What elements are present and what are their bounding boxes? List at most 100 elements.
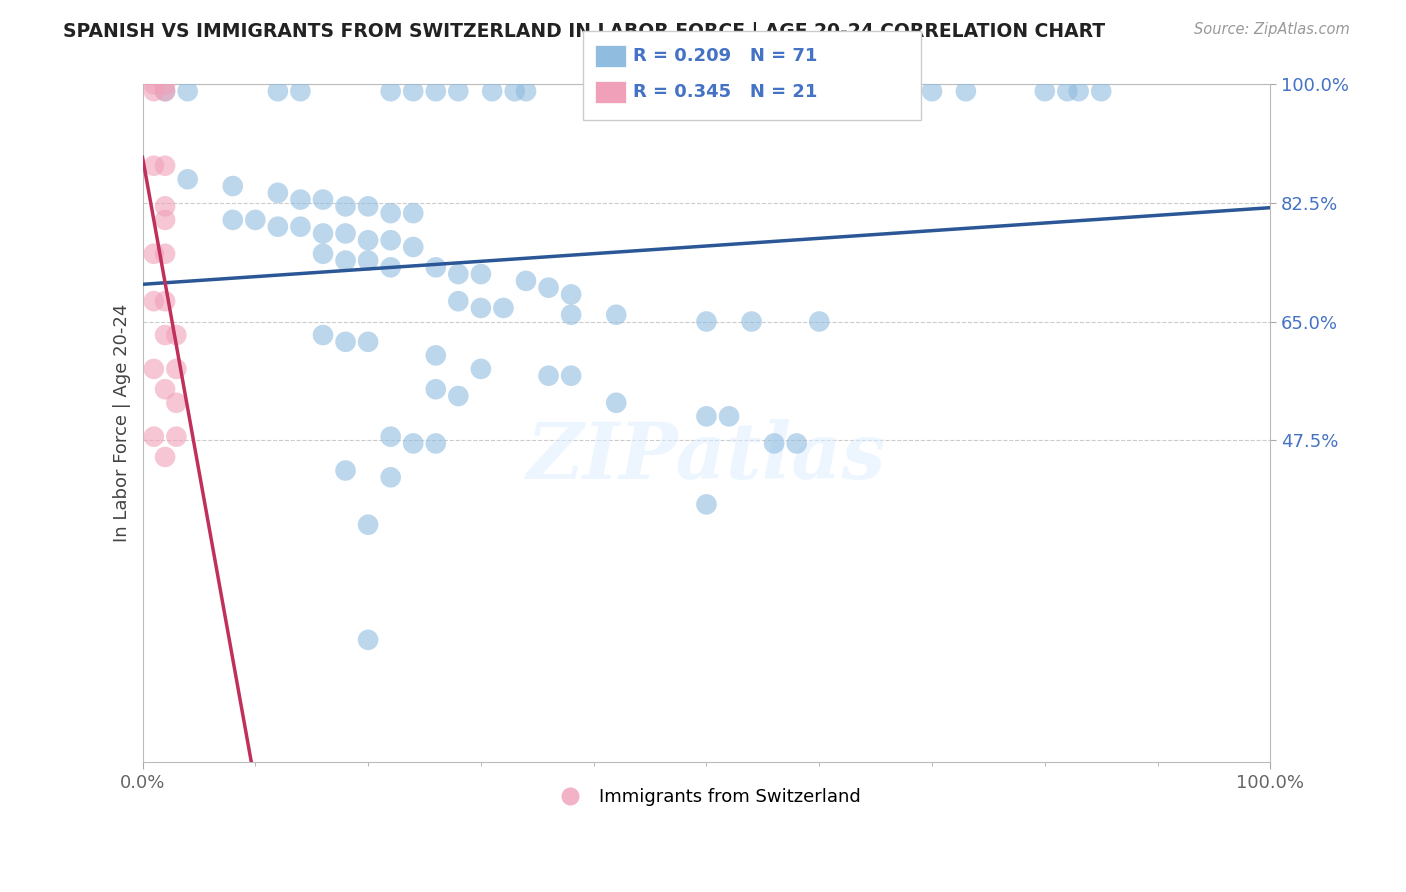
Point bbox=[267, 186, 290, 200]
Point bbox=[537, 280, 560, 294]
Text: R = 0.345   N = 21: R = 0.345 N = 21 bbox=[633, 83, 817, 101]
Point bbox=[142, 294, 165, 309]
Point bbox=[222, 213, 245, 227]
Point bbox=[718, 409, 741, 424]
Point bbox=[142, 159, 165, 173]
Point bbox=[153, 84, 176, 98]
Point bbox=[165, 396, 187, 410]
Point bbox=[605, 308, 627, 322]
Legend: Immigrants from Switzerland: Immigrants from Switzerland bbox=[546, 781, 868, 814]
Point bbox=[142, 246, 165, 260]
Point bbox=[955, 84, 977, 98]
Point bbox=[695, 497, 717, 511]
Point bbox=[153, 159, 176, 173]
Point bbox=[402, 436, 425, 450]
Point bbox=[380, 430, 402, 444]
Point bbox=[831, 84, 853, 98]
Text: ZIPatlas: ZIPatlas bbox=[527, 418, 886, 495]
Point bbox=[153, 382, 176, 396]
Point bbox=[153, 246, 176, 260]
Point bbox=[470, 267, 492, 281]
Point bbox=[142, 362, 165, 376]
Point bbox=[142, 430, 165, 444]
Point bbox=[153, 78, 176, 92]
Point bbox=[176, 172, 198, 186]
Y-axis label: In Labor Force | Age 20-24: In Labor Force | Age 20-24 bbox=[114, 304, 131, 542]
Point bbox=[153, 450, 176, 464]
Point bbox=[153, 199, 176, 213]
Point bbox=[357, 233, 380, 247]
Point bbox=[515, 84, 537, 98]
Point bbox=[560, 368, 582, 383]
Point bbox=[312, 227, 335, 241]
Point bbox=[267, 84, 290, 98]
Point bbox=[560, 308, 582, 322]
Point bbox=[380, 206, 402, 220]
Point bbox=[222, 179, 245, 194]
Point bbox=[380, 233, 402, 247]
Point bbox=[786, 436, 808, 450]
Point bbox=[380, 84, 402, 98]
Point bbox=[380, 260, 402, 275]
Point bbox=[763, 436, 786, 450]
Point bbox=[357, 253, 380, 268]
Point bbox=[357, 199, 380, 213]
Point bbox=[470, 362, 492, 376]
Text: SPANISH VS IMMIGRANTS FROM SWITZERLAND IN LABOR FORCE | AGE 20-24 CORRELATION CH: SPANISH VS IMMIGRANTS FROM SWITZERLAND I… bbox=[63, 22, 1105, 42]
Point bbox=[921, 84, 943, 98]
Point bbox=[165, 430, 187, 444]
Point bbox=[312, 193, 335, 207]
Point bbox=[312, 246, 335, 260]
Point bbox=[492, 301, 515, 315]
Point bbox=[425, 382, 447, 396]
Point bbox=[153, 84, 176, 98]
Point bbox=[335, 227, 357, 241]
Point bbox=[481, 84, 503, 98]
Point bbox=[142, 84, 165, 98]
Point bbox=[447, 389, 470, 403]
Point bbox=[142, 78, 165, 92]
Point bbox=[335, 253, 357, 268]
Point bbox=[695, 409, 717, 424]
Point bbox=[290, 193, 312, 207]
Point bbox=[503, 84, 526, 98]
Text: R = 0.209   N = 71: R = 0.209 N = 71 bbox=[633, 47, 817, 65]
Point bbox=[335, 334, 357, 349]
Point bbox=[290, 84, 312, 98]
Point bbox=[425, 260, 447, 275]
Point bbox=[515, 274, 537, 288]
Point bbox=[153, 294, 176, 309]
Point bbox=[335, 463, 357, 477]
Point bbox=[335, 199, 357, 213]
Point bbox=[402, 84, 425, 98]
Point bbox=[153, 213, 176, 227]
Point bbox=[1033, 84, 1056, 98]
Point bbox=[425, 436, 447, 450]
Point bbox=[470, 301, 492, 315]
Point bbox=[290, 219, 312, 234]
Point bbox=[1067, 84, 1090, 98]
Point bbox=[447, 267, 470, 281]
Point bbox=[312, 328, 335, 343]
Point bbox=[357, 334, 380, 349]
Point bbox=[695, 314, 717, 328]
Point bbox=[425, 84, 447, 98]
Point bbox=[560, 287, 582, 301]
Point bbox=[402, 206, 425, 220]
Point bbox=[153, 328, 176, 343]
Point bbox=[165, 328, 187, 343]
Point bbox=[1056, 84, 1078, 98]
Point bbox=[808, 84, 831, 98]
Point bbox=[380, 470, 402, 484]
Text: Source: ZipAtlas.com: Source: ZipAtlas.com bbox=[1194, 22, 1350, 37]
Point bbox=[447, 84, 470, 98]
Point bbox=[537, 368, 560, 383]
Point bbox=[447, 294, 470, 309]
Point bbox=[267, 219, 290, 234]
Point bbox=[425, 348, 447, 362]
Point bbox=[245, 213, 267, 227]
Point bbox=[176, 84, 198, 98]
Point bbox=[605, 396, 627, 410]
Point bbox=[165, 362, 187, 376]
Point bbox=[357, 632, 380, 647]
